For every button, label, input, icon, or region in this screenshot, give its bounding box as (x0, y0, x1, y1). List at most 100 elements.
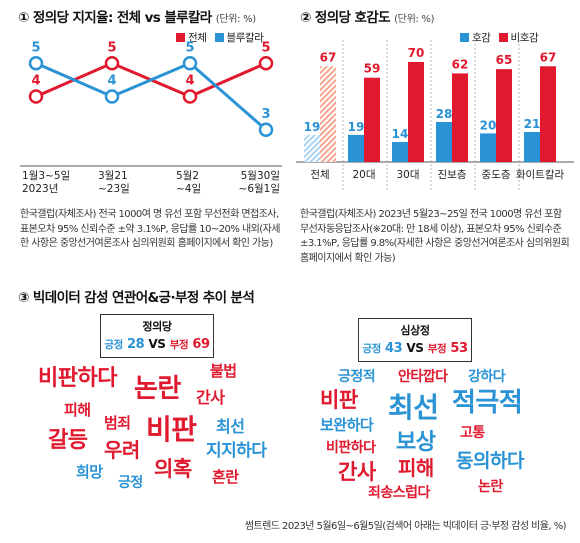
score-box-party-b: 심상정 긍정 43 VS 부정 53 (358, 318, 472, 362)
legend-swatch-total (176, 33, 185, 42)
x-tick-label: 중도층 (482, 169, 511, 181)
legend-label-bluecollar: 블루칼라 (226, 32, 264, 44)
word-cloud-word: 최선 (388, 391, 439, 424)
word-cloud-word: 죄송스럽다 (368, 485, 430, 501)
data-label-unfavorable: 59 (364, 62, 381, 76)
bar-chart-title: ② 정의당 호감도 (단위: %) (300, 10, 435, 26)
bar-chart: 19 67 전체 19 59 20대 14 70 30대 28 62 진보층 20 65 중도층 21 67 화이… (296, 40, 574, 190)
word-cloud-word: 고통 (460, 425, 485, 441)
x-tick-line: 5월2 (176, 170, 199, 182)
data-label-favorable: 14 (392, 127, 409, 141)
data-point (258, 56, 274, 71)
line-chart-note: 한국갤럽(자체조사) 전국 1000여 명 유선 포함 무선전화 면접조사, 표… (20, 209, 280, 249)
data-point (258, 122, 274, 137)
x-tick-line: 1월3~5일 (22, 169, 70, 182)
word-cloud-word: 간사 (196, 388, 225, 407)
legend-label-unfavorable: 비호감 (510, 32, 539, 44)
word-cloud-word: 비판 (146, 413, 197, 446)
data-label-favorable: 28 (436, 107, 453, 121)
bar-unfavorable (452, 73, 468, 162)
data-label: 4 (31, 74, 40, 89)
data-label: 4 (185, 74, 194, 89)
bar-unfavorable (364, 77, 380, 162)
bar-favorable (348, 134, 364, 162)
line-chart: 4 5 4 5 5 4 5 3 1월3~5일 2023년 3월21 ~23일 5월2 ~4일 5월30일 ~6… (20, 40, 282, 195)
bar-chart-note: 한국갤럽(자체조사) 2023년 5월23~25일 전국 1000명 유선 포함… (300, 209, 570, 264)
bar-unfavorable (320, 66, 336, 162)
legend-swatch-bluecollar (214, 33, 224, 42)
source-note: 썸트렌드 2023년 5월6일~6월5일(검색어 아래는 빅데이터 긍·부정 감… (244, 521, 567, 532)
data-point (104, 56, 120, 71)
word-cloud-word: 우려 (104, 438, 140, 462)
data-point (104, 89, 120, 104)
bar-favorable (480, 133, 496, 162)
party-b-score: 긍정 43 VS 부정 53 (362, 341, 468, 356)
data-label-favorable: 19 (304, 120, 321, 134)
data-point (182, 56, 198, 71)
x-tick-label: 20대 (352, 169, 375, 181)
data-point (182, 89, 198, 104)
word-cloud-word: 보완하다 (320, 416, 374, 434)
x-tick-label: 화이트칼라 (516, 168, 565, 181)
party-b-name: 심상정 (400, 324, 430, 337)
data-label: 3 (261, 107, 270, 122)
score-box-party-a: 정의당 긍정 28 VS 부정 69 (100, 314, 214, 358)
word-cloud-word: 지지하다 (206, 441, 267, 461)
x-tick-line: ~6월1일 (239, 182, 280, 195)
data-label-favorable: 20 (480, 118, 497, 132)
data-point (28, 89, 44, 104)
bar-unfavorable (408, 62, 424, 162)
data-label: 4 (107, 74, 116, 89)
word-cloud-word: 혼란 (212, 468, 239, 486)
party-a-negative-value: 69 (192, 337, 210, 352)
x-tick-line: ~4일 (176, 182, 201, 195)
data-label-unfavorable: 62 (452, 57, 469, 71)
x-tick-line: ~23일 (98, 182, 130, 195)
legend-label-favorable: 호감 (472, 32, 491, 44)
data-label-unfavorable: 67 (540, 50, 557, 64)
word-cloud-word: 논란 (134, 374, 181, 404)
data-label-unfavorable: 65 (496, 53, 513, 67)
x-tick-line: 3월21 (98, 170, 128, 182)
legend-label-total: 전체 (188, 32, 207, 44)
data-label-favorable: 21 (524, 117, 541, 131)
data-label-unfavorable: 67 (320, 50, 337, 64)
party-b-positive-value: 43 (384, 341, 403, 356)
bar-unfavorable (540, 66, 556, 162)
bar-favorable (304, 134, 320, 162)
word-cloud-word: 피해 (64, 401, 91, 419)
x-tick-label: 전체 (310, 169, 329, 181)
x-tick-label: 진보층 (438, 169, 467, 181)
data-point (28, 56, 44, 71)
section3-title: ③ 빅데이터 감성 연관어&긍·부정 추이 분석 (18, 290, 255, 306)
word-cloud-word: 보상 (396, 430, 436, 455)
word-cloud-word: 적극적 (452, 388, 523, 418)
party-a-score: 긍정 28 VS 부정 69 (104, 337, 210, 352)
data-label: 5 (31, 40, 40, 55)
x-tick-label: 1월3~5일 2023년 (22, 169, 70, 195)
line-chart-title: ① 정의당 지지율: 전체 vs 블루칼라 (단위: %) (18, 10, 256, 26)
x-tick-line: 2023년 (22, 183, 58, 195)
word-cloud-word: 피해 (398, 456, 434, 480)
word-cloud-word: 긍정적 (338, 369, 376, 385)
x-tick-line: 5월30일 (241, 169, 280, 182)
word-cloud-word: 안타깝다 (398, 369, 448, 385)
data-label-unfavorable: 70 (408, 46, 425, 60)
x-tick-label: 30대 (396, 169, 419, 181)
word-cloud-word: 의혹 (154, 457, 192, 481)
party-a-positive-value: 28 (126, 337, 145, 352)
line-chart-legend: 전체 블루칼라 (168, 30, 264, 45)
x-tick-label: 3월21 ~23일 (98, 170, 130, 195)
bar-favorable (392, 142, 408, 162)
legend-swatch-favorable (460, 33, 469, 42)
party-b-negative-value: 53 (450, 341, 468, 356)
word-cloud-word: 비판하다 (326, 440, 376, 456)
word-cloud-word: 논란 (478, 479, 503, 495)
word-cloud-word: 비판하다 (38, 366, 117, 391)
word-cloud-word: 불법 (210, 362, 237, 380)
data-label: 5 (107, 40, 116, 55)
bar-favorable (436, 122, 452, 162)
word-cloud-word: 범죄 (104, 414, 131, 432)
data-label: 5 (261, 40, 270, 55)
data-label-favorable: 19 (348, 120, 365, 134)
